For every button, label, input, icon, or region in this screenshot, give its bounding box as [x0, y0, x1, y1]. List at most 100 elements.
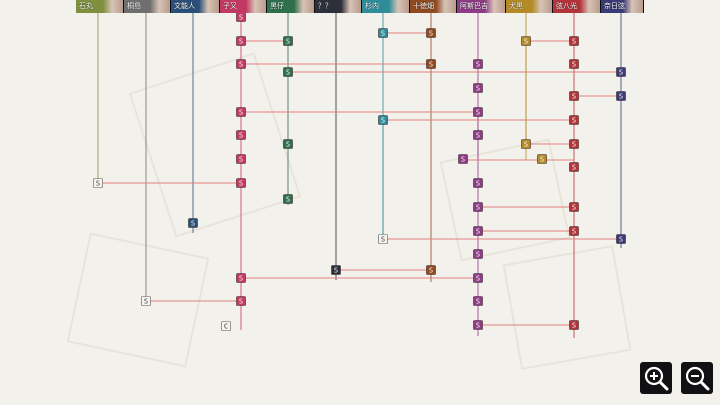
- scene-node[interactable]: [521, 36, 531, 46]
- character-tab[interactable]: ？？: [315, 0, 362, 13]
- character-name: 十徳畑: [413, 2, 434, 10]
- scene-node[interactable]: [331, 265, 341, 275]
- character-tab[interactable]: 犬黒: [506, 0, 553, 13]
- scene-node-label: S: [334, 267, 338, 275]
- scene-node-label: S: [239, 38, 243, 46]
- character-portrait: [150, 0, 170, 13]
- scene-node[interactable]: [537, 154, 547, 164]
- scene-node-label: S: [381, 236, 385, 244]
- scene-node[interactable]: [569, 36, 579, 46]
- scene-node[interactable]: [236, 273, 246, 283]
- scene-node[interactable]: [93, 178, 103, 188]
- scene-node[interactable]: [378, 234, 388, 244]
- scene-node[interactable]: [236, 178, 246, 188]
- scene-node-label: S: [461, 156, 465, 164]
- scene-node[interactable]: [473, 226, 483, 236]
- scene-node[interactable]: [236, 36, 246, 46]
- scene-node-label: S: [286, 38, 290, 46]
- scene-node-label: S: [572, 117, 576, 125]
- scene-node[interactable]: [616, 234, 626, 244]
- scene-node-label: S: [572, 228, 576, 236]
- scene-node-label: S: [524, 38, 528, 46]
- scene-node-label: S: [476, 298, 480, 306]
- zoom-out-button[interactable]: [681, 362, 713, 394]
- scene-node[interactable]: [616, 67, 626, 77]
- character-tab[interactable]: 石丸: [76, 0, 124, 13]
- scene-node[interactable]: [378, 28, 388, 38]
- scene-node-label: S: [572, 93, 576, 101]
- scene-node[interactable]: [236, 154, 246, 164]
- character-tab-bar: 石丸 桐島 文能人 子又 黒仔 ？？ 杉内 十徳畑 阿斯巴吉 犬黒 弦八光 奈日弦: [76, 0, 644, 13]
- scene-node[interactable]: [426, 265, 436, 275]
- scene-node-label: S: [572, 61, 576, 69]
- scene-node[interactable]: [569, 115, 579, 125]
- scene-node-label: S: [476, 204, 480, 212]
- zoom-in-icon: [644, 366, 669, 391]
- scene-node[interactable]: [378, 115, 388, 125]
- character-portrait: [246, 0, 266, 13]
- character-portrait: [341, 0, 361, 13]
- scene-node[interactable]: [473, 59, 483, 69]
- scene-node-label: C: [224, 323, 228, 331]
- scene-node[interactable]: [521, 139, 531, 149]
- character-tab[interactable]: 弦八光: [553, 0, 601, 13]
- scene-node-label: S: [239, 132, 243, 140]
- scene-node-label: S: [572, 141, 576, 149]
- scene-node-label: S: [239, 156, 243, 164]
- scene-node[interactable]: [569, 162, 579, 172]
- scene-node[interactable]: [473, 249, 483, 259]
- scene-node[interactable]: [236, 296, 246, 306]
- scene-node[interactable]: [426, 59, 436, 69]
- character-portrait: [485, 0, 505, 13]
- scene-node-label: S: [619, 69, 623, 77]
- scene-node[interactable]: [473, 320, 483, 330]
- scene-node-label: S: [239, 180, 243, 188]
- scene-node[interactable]: [283, 67, 293, 77]
- scene-node-label: S: [476, 132, 480, 140]
- scene-node[interactable]: [569, 202, 579, 212]
- character-name: ？？: [318, 2, 332, 10]
- scene-node[interactable]: [236, 130, 246, 140]
- scene-node[interactable]: [616, 91, 626, 101]
- scene-node[interactable]: [473, 83, 483, 93]
- character-tab[interactable]: 桐島: [124, 0, 171, 13]
- scene-node[interactable]: [473, 178, 483, 188]
- scene-node[interactable]: [473, 296, 483, 306]
- character-name: 黒仔: [270, 2, 284, 10]
- scene-node[interactable]: [569, 91, 579, 101]
- character-name: 弦八光: [556, 2, 577, 10]
- scene-node[interactable]: [283, 36, 293, 46]
- scene-node[interactable]: [283, 194, 293, 204]
- scene-node[interactable]: [473, 130, 483, 140]
- zoom-in-button[interactable]: [640, 362, 672, 394]
- character-tab[interactable]: 阿斯巴吉: [457, 0, 506, 13]
- character-tab[interactable]: 黒仔: [267, 0, 315, 13]
- scene-node[interactable]: [473, 273, 483, 283]
- scene-node[interactable]: [283, 139, 293, 149]
- scene-node-label: S: [540, 156, 544, 164]
- scene-node-label: S: [572, 322, 576, 330]
- character-tab[interactable]: 十徳畑: [410, 0, 457, 13]
- scene-node[interactable]: [569, 320, 579, 330]
- character-name: 奈日弦: [604, 2, 625, 10]
- scene-node[interactable]: [236, 107, 246, 117]
- scene-node[interactable]: [221, 321, 231, 331]
- scene-node[interactable]: [236, 59, 246, 69]
- character-tab[interactable]: 文能人: [171, 0, 220, 13]
- character-tab[interactable]: 杉内: [362, 0, 410, 13]
- scene-node[interactable]: [569, 226, 579, 236]
- scene-node[interactable]: [188, 218, 198, 228]
- scene-node[interactable]: [569, 139, 579, 149]
- scene-node[interactable]: [473, 202, 483, 212]
- scene-node[interactable]: [569, 59, 579, 69]
- scene-node[interactable]: [473, 107, 483, 117]
- scene-node-label: S: [286, 196, 290, 204]
- character-tab[interactable]: 子又: [220, 0, 267, 13]
- character-portrait: [532, 0, 552, 13]
- scene-node-label: S: [96, 180, 100, 188]
- scene-node[interactable]: [141, 296, 151, 306]
- scene-node[interactable]: [458, 154, 468, 164]
- character-tab[interactable]: 奈日弦: [601, 0, 644, 13]
- scene-node[interactable]: [426, 28, 436, 38]
